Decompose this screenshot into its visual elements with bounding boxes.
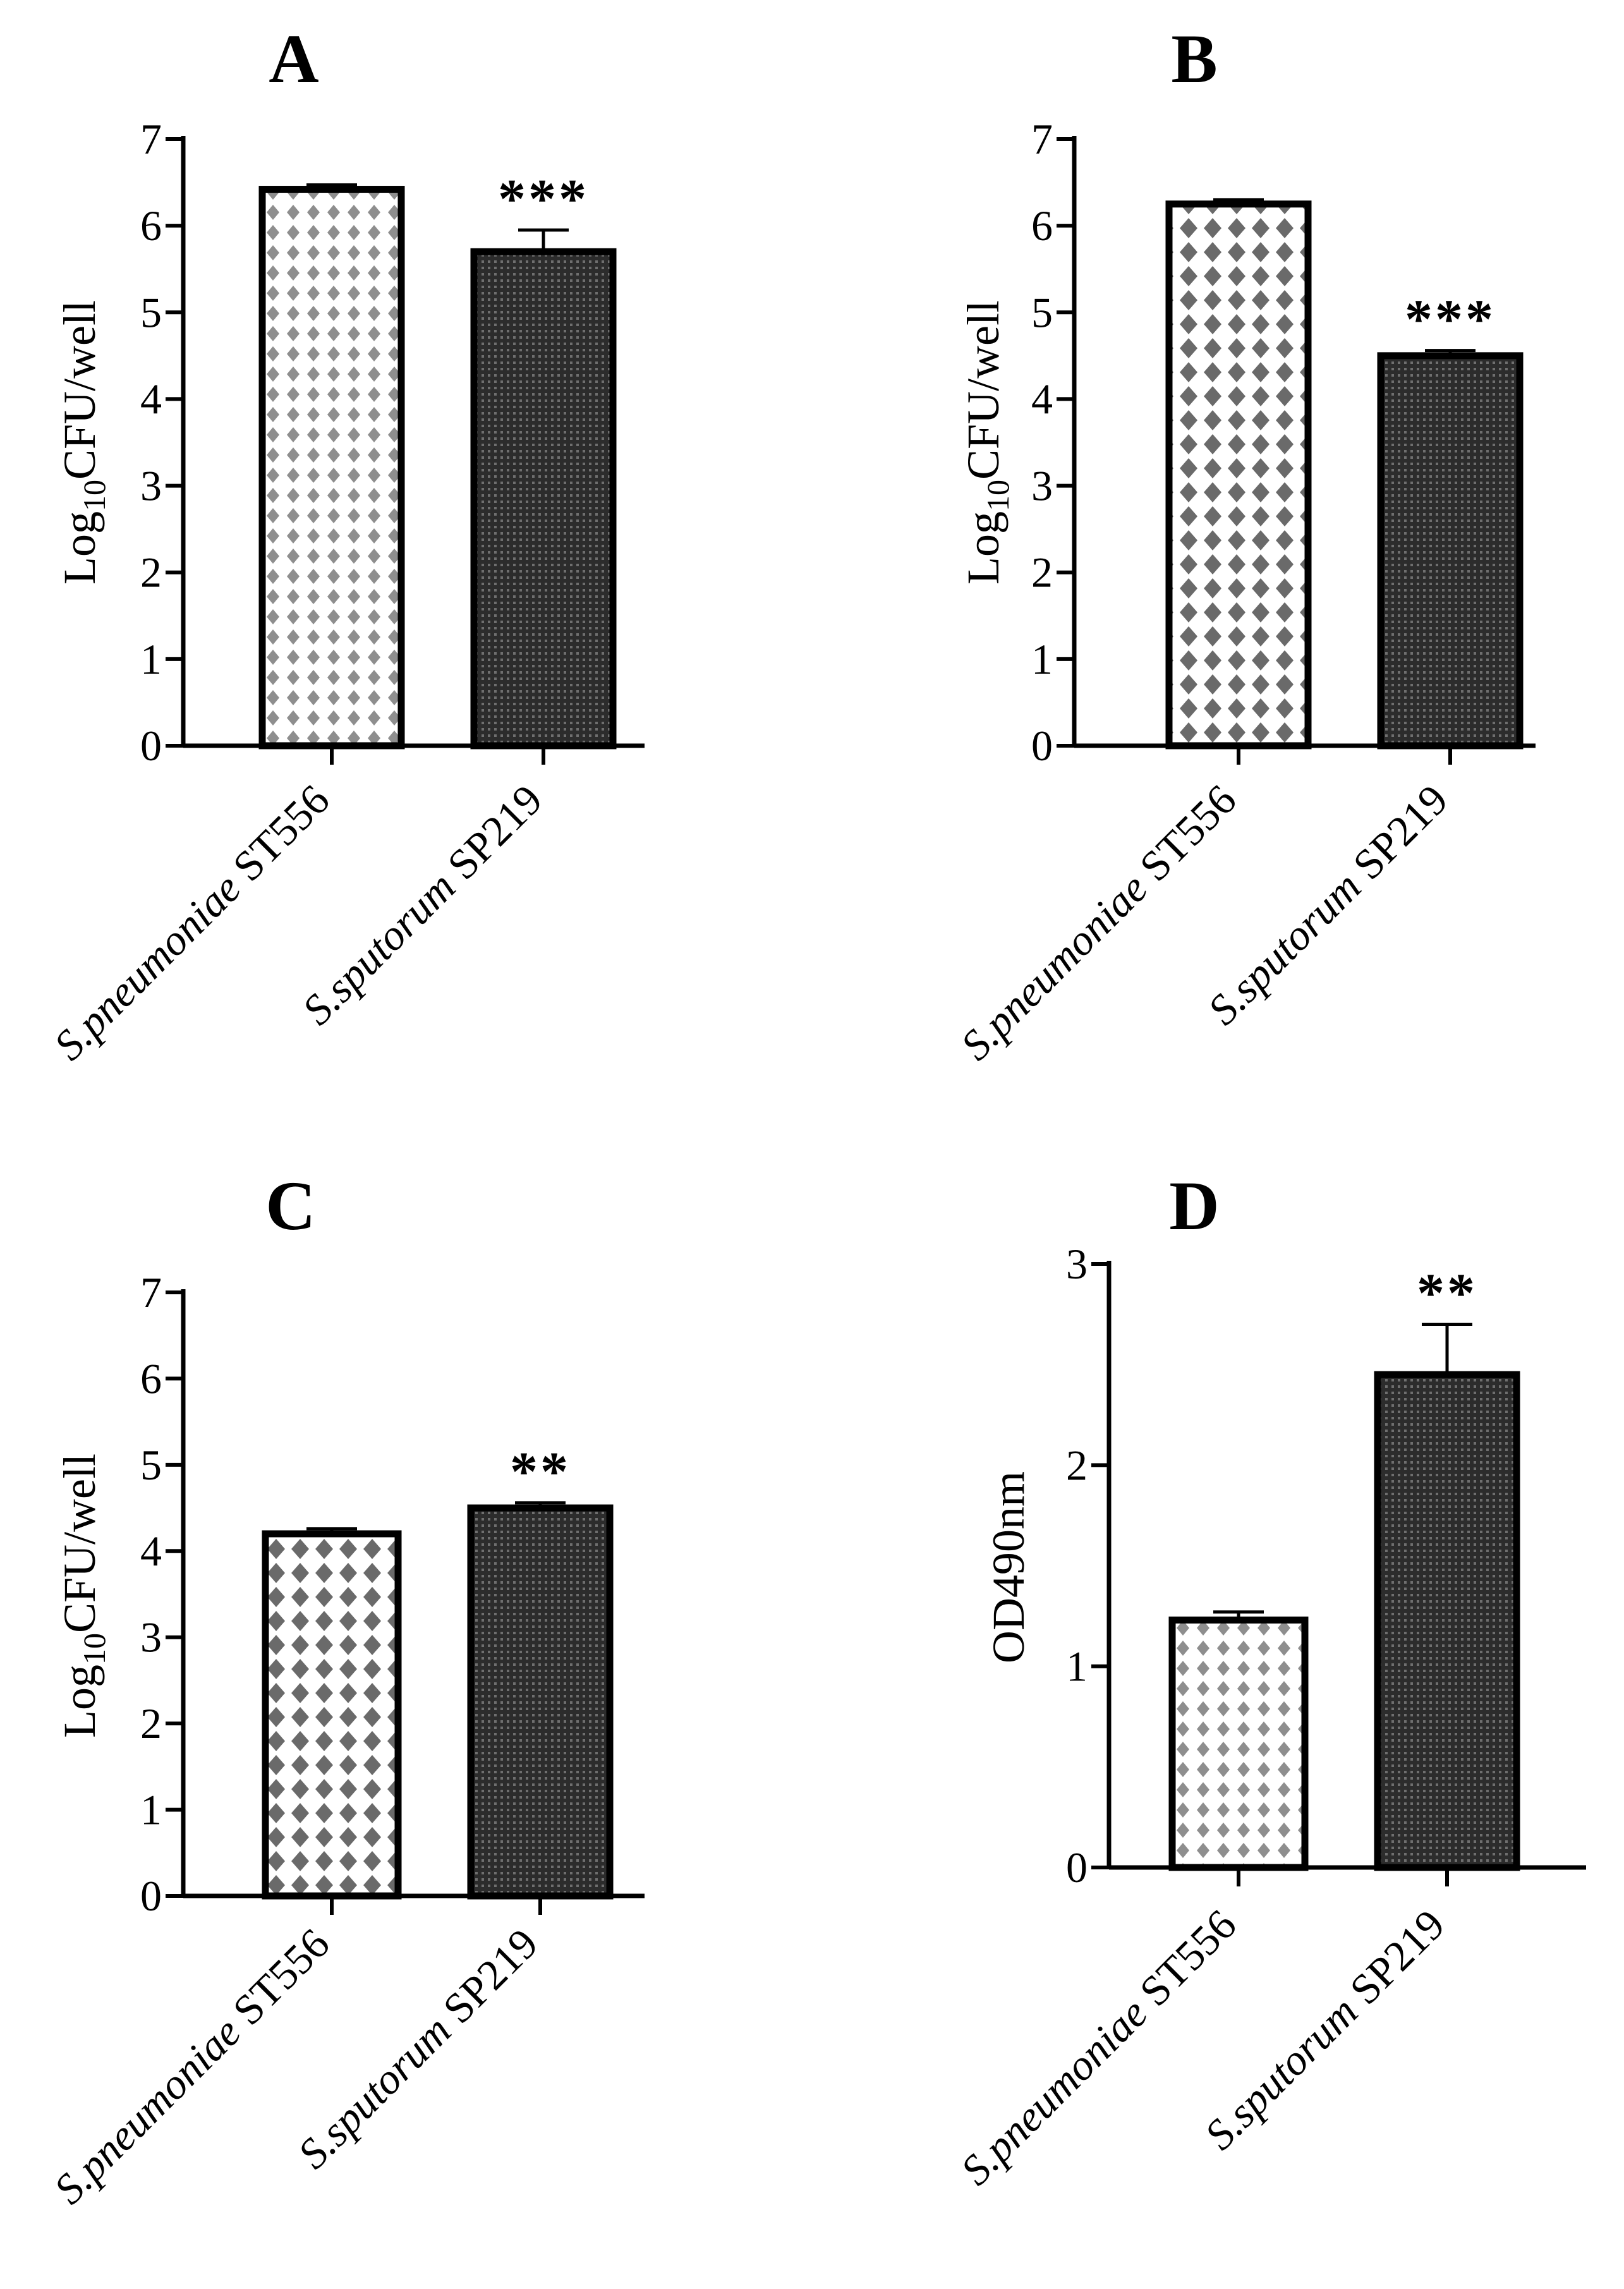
panel-d: D 0 1 2 3 OD490nm S.pneumoniae ST556S.sputorum… [952,1167,1586,2194]
y-tick-label: 1 [1066,1642,1088,1691]
y-axis-label-main: Log [958,511,1009,585]
panel-a: A 0 1 2 3 4 5 6 7 Log10CFU/well S.pneumoniae ST556… [45,20,645,1069]
significance-marker: ** [510,1442,571,1503]
species-name: S.sputorum [1195,1987,1366,2158]
bar-pneumoniae [1168,1616,1309,1871]
y-tick-label: 1 [140,635,162,683]
bar-pneumoniae [258,186,405,750]
species-name: S.pneumoniae [952,1989,1157,2194]
y-tick-label: 4 [1031,375,1053,423]
y-tick-label: 4 [140,1527,162,1575]
y-tick-label: 1 [1031,635,1053,683]
x-tick-label: S.pneumoniae ST556 [952,1900,1245,2194]
bar-pneumoniae [262,1530,402,1900]
bar-sputorum [1377,352,1524,750]
strain-name: ST556 [216,1919,339,2042]
y-tick-label: 3 [1031,462,1053,510]
y-tick-label: 6 [1031,202,1053,250]
x-tick-label: S.pneumoniae ST556 [45,775,339,1069]
y-tick-label: 4 [140,375,162,423]
error-bar [515,1501,566,1509]
y-axis-label-subscript: 10 [76,1633,112,1665]
y-tick-label: 2 [140,1699,162,1747]
error-bar [306,183,357,190]
x-tick-label: S.pneumoniae ST556 [45,1919,339,2213]
significance-marker: ** [1417,1263,1477,1325]
species-name: S.pneumoniae [952,864,1157,1069]
y-axis-label-subscript: 10 [76,480,112,511]
y-tick-label: 0 [1031,722,1053,770]
y-tick-label: 0 [1066,1843,1088,1891]
strain-name: ST556 [1123,775,1245,898]
y-tick-label: 6 [140,202,162,250]
y-axis-label-main: OD490nm [983,1471,1034,1663]
y-tick-label: 7 [140,115,162,163]
panel-letter: C [265,1167,315,1244]
y-axis-label-subscript: 10 [980,480,1015,511]
y-tick-label: 5 [140,1441,162,1489]
y-tick-label: 7 [1031,115,1053,163]
strain-name: SP219 [1333,1900,1453,2021]
y-axis-label: Log10CFU/well [958,300,1015,585]
y-tick-label: 7 [140,1268,162,1316]
error-bar [1422,1323,1472,1375]
species-name: S.sputorum [293,862,464,1033]
y-axis-label: Log10CFU/well [54,300,112,585]
strain-name: SP219 [1336,775,1457,896]
bar-sputorum [467,1504,614,1900]
species-name: S.pneumoniae [45,2008,250,2213]
y-tick-label: 3 [1066,1240,1088,1288]
y-tick-label: 2 [1066,1441,1088,1489]
error-bar [518,228,569,252]
bar-sputorum [1374,1371,1520,1871]
y-tick-label: 6 [140,1354,162,1402]
panel-letter: A [269,20,318,97]
y-tick-label: 1 [140,1786,162,1834]
y-axis-label: OD490nm [983,1471,1034,1663]
species-name: S.sputorum [288,2006,459,2177]
strain-name: SP219 [426,1919,547,2040]
species-name: S.pneumoniae [45,864,250,1069]
panel-b: B 0 1 2 3 4 5 6 7 Log10CFU/well S.pneumoniae ST556… [952,20,1536,1069]
y-axis-label-main: Log [54,511,105,585]
y-tick-label: 2 [1031,549,1053,597]
y-tick-label: 5 [1031,288,1053,336]
x-tick-label: S.pneumoniae ST556 [952,775,1245,1069]
strain-name: SP219 [430,775,551,896]
bar-sputorum [470,248,617,750]
y-tick-label: 3 [140,1613,162,1661]
strain-name: ST556 [216,775,339,898]
y-tick-label: 0 [140,722,162,770]
y-tick-label: 2 [140,549,162,597]
y-axis-label-main: Log [54,1665,105,1738]
significance-marker: *** [1405,289,1496,351]
y-axis-label-unit: CFU/well [54,300,105,480]
y-tick-label: 0 [140,1872,162,1920]
y-tick-label: 5 [140,288,162,336]
panel-letter: B [1171,20,1217,97]
panel-c: C 0 1 2 3 4 5 6 7 Log10CFU/well S.pneumoniae ST556… [45,1167,645,2213]
error-bar [1213,1610,1264,1620]
strain-name: ST556 [1123,1900,1245,2023]
y-axis-label-unit: CFU/well [958,300,1009,480]
species-name: S.sputorum [1198,862,1369,1033]
y-axis-label: Log10CFU/well [54,1454,112,1738]
error-bar [306,1527,357,1534]
bar-pneumoniae [1165,200,1312,750]
significance-marker: *** [498,169,589,230]
panel-letter: D [1169,1167,1219,1244]
error-bar [1213,198,1264,204]
y-tick-label: 3 [140,462,162,510]
error-bar [1425,349,1476,356]
y-axis-label-unit: CFU/well [54,1454,105,1633]
